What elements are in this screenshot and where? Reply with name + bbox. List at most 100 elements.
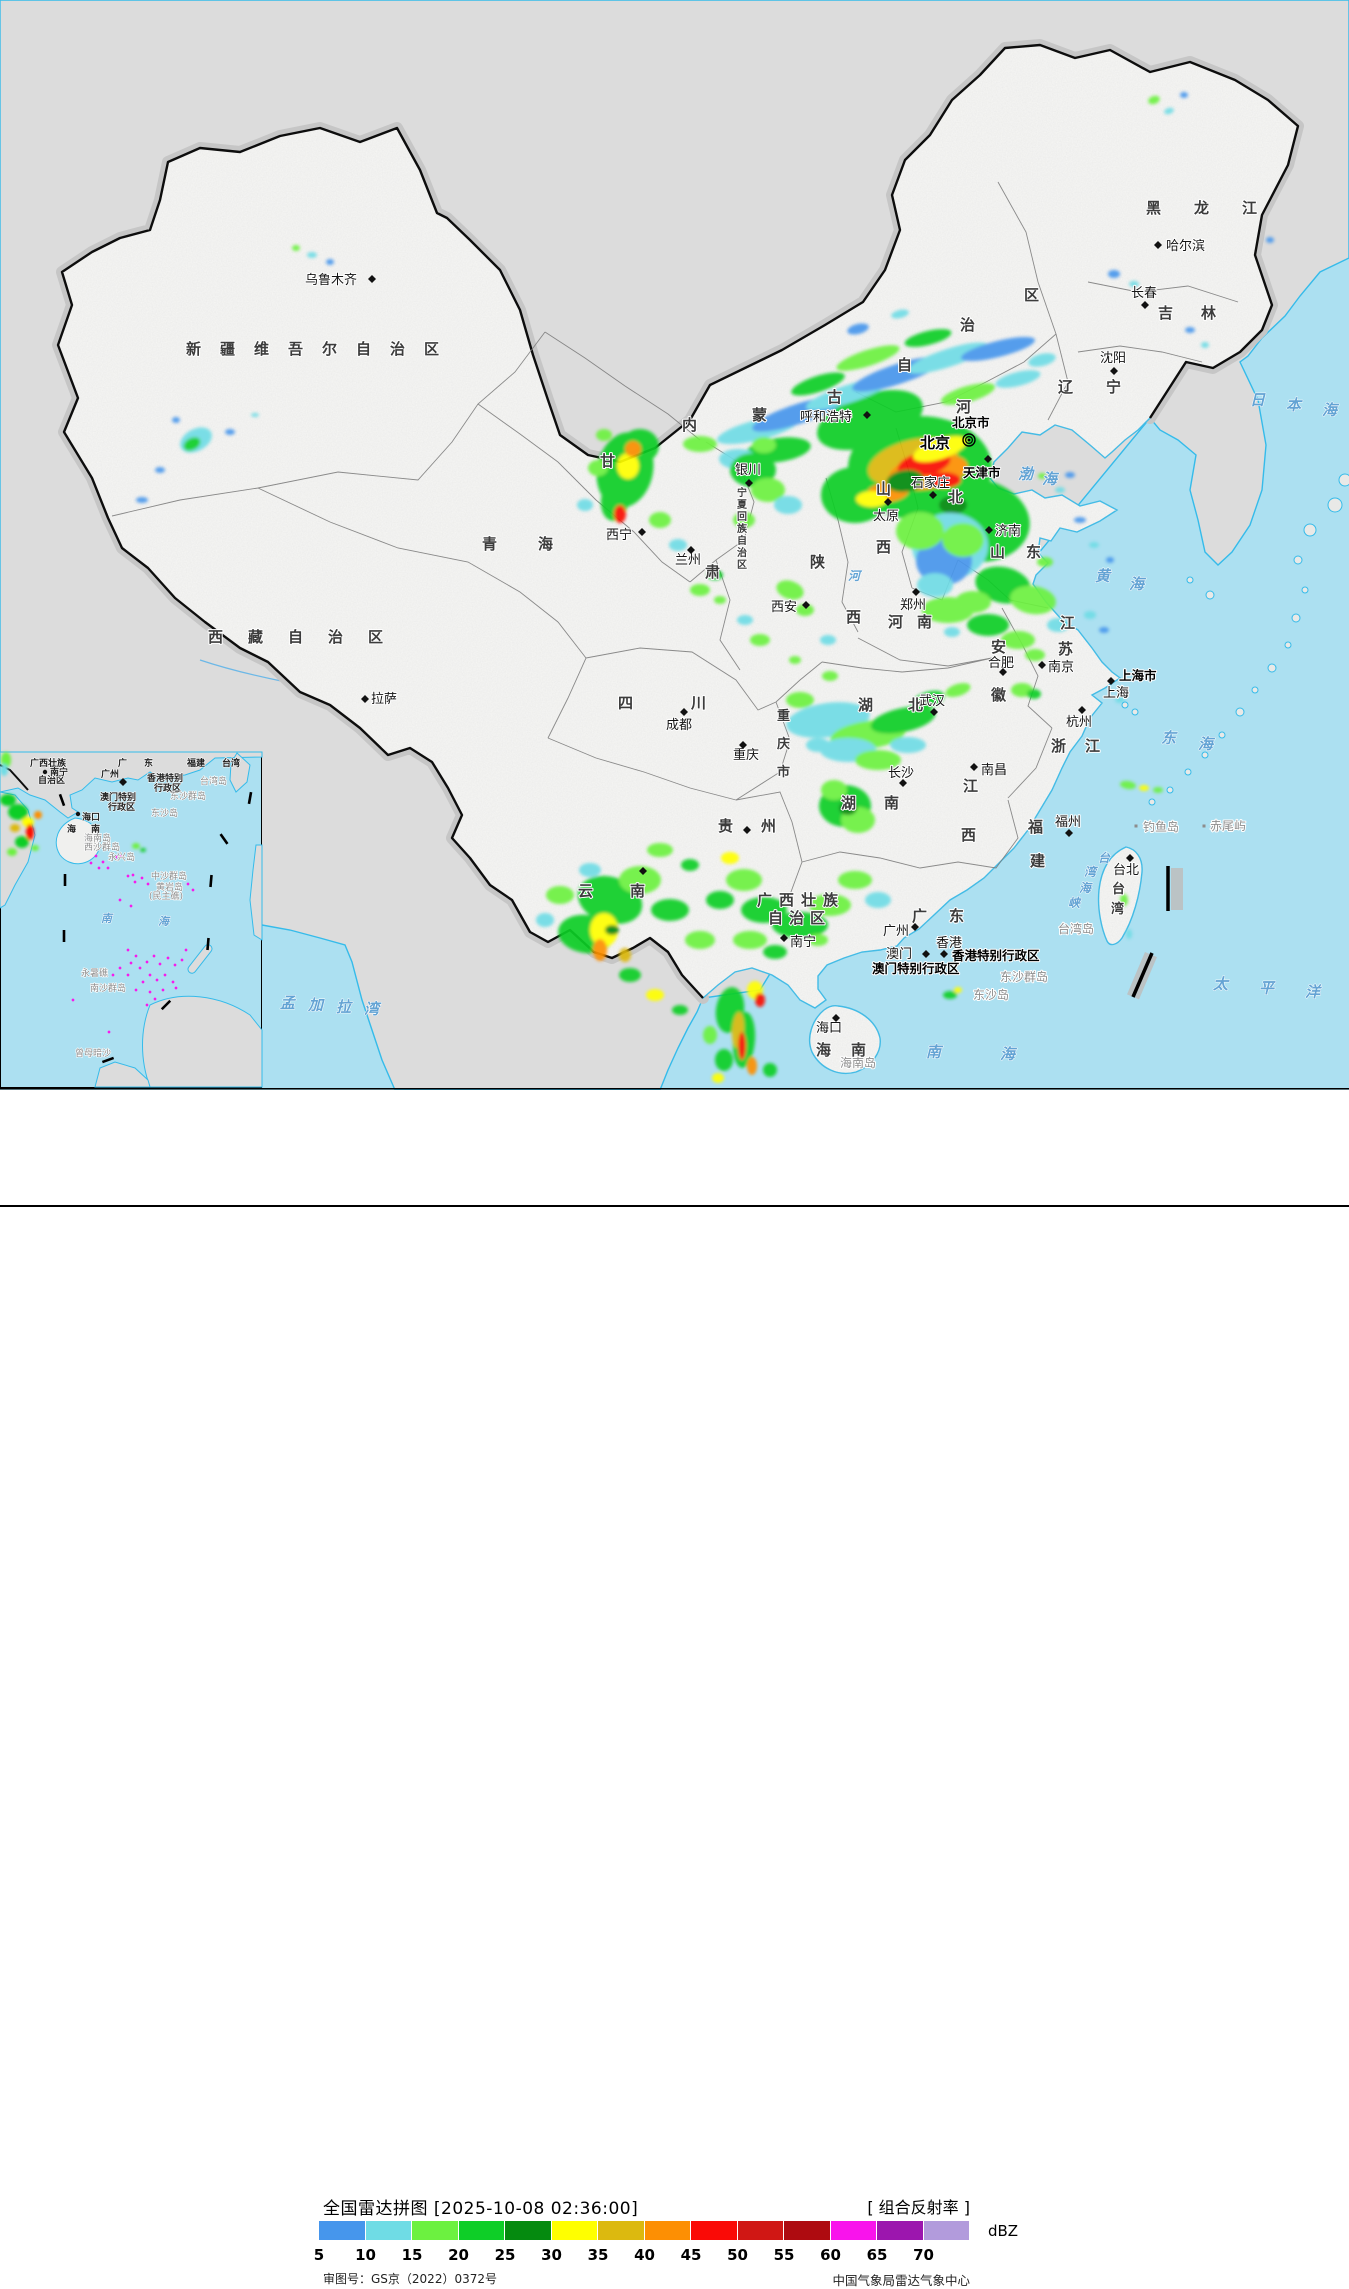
small-island xyxy=(1293,555,1303,565)
legend-tick-35: 35 xyxy=(587,2246,609,2264)
label-海南岛: 海南岛 xyxy=(840,1055,876,1070)
small-island xyxy=(1251,686,1259,694)
radar-echo xyxy=(752,437,776,453)
radar-echo xyxy=(847,323,869,335)
small-island xyxy=(1148,798,1156,806)
marker xyxy=(42,769,48,775)
radar-echo xyxy=(619,968,641,982)
radar-echo xyxy=(1120,894,1128,906)
radar-echo xyxy=(856,491,888,507)
inset-dash xyxy=(62,930,66,942)
label-武汉: 武汉 xyxy=(919,694,945,709)
label-台: 台 xyxy=(1112,881,1125,897)
marker xyxy=(1110,367,1118,375)
legend-swatch-25 xyxy=(505,2221,551,2240)
radar-echo xyxy=(943,991,957,999)
label-黄岩岛: 黄岩岛 xyxy=(156,881,183,893)
legend-tick-45: 45 xyxy=(680,2246,702,2264)
national-border xyxy=(56,43,1300,999)
label-南: 南 xyxy=(91,823,100,835)
radar-echo xyxy=(605,925,619,935)
legend-tick-50: 50 xyxy=(727,2246,748,2264)
label-河南: 河南 xyxy=(888,613,946,631)
radar-echo xyxy=(995,370,1041,388)
reef-dot xyxy=(89,861,93,865)
radar-echo xyxy=(546,886,574,904)
label-东沙群岛: 东沙群岛 xyxy=(170,790,206,802)
marker xyxy=(1107,677,1115,685)
reef-dot xyxy=(155,978,159,982)
label-青海: 青海 xyxy=(482,535,594,553)
boundary-dash xyxy=(1131,952,1154,998)
radar-echo xyxy=(1266,237,1274,243)
radar-echo xyxy=(1180,92,1188,98)
inset-dash xyxy=(63,874,67,886)
radar-echo xyxy=(808,934,828,946)
label-黑龙江: 黑龙江 xyxy=(1146,199,1290,217)
marker xyxy=(922,950,930,958)
marker xyxy=(912,588,920,596)
radar-echo xyxy=(741,897,787,923)
legend-tick-60: 60 xyxy=(820,2246,841,2264)
radar-echo xyxy=(715,1049,733,1071)
inset-dash xyxy=(209,874,213,888)
marker xyxy=(739,741,747,749)
small-island xyxy=(1186,576,1194,584)
label-济南: 济南 xyxy=(995,523,1021,539)
radar-echo xyxy=(31,845,39,851)
radar-echo xyxy=(721,852,739,864)
label-行政区: 行政区 xyxy=(107,801,135,813)
radar-echo xyxy=(1001,631,1035,649)
radar-echo xyxy=(945,683,971,697)
radar-echo xyxy=(619,866,661,894)
label-香港特别行政区: 香港特别行政区 xyxy=(951,948,1040,963)
label-东: 东 xyxy=(144,757,153,769)
legend-swatch-45 xyxy=(691,2221,737,2240)
marker xyxy=(984,455,992,463)
radar-echo xyxy=(737,615,753,625)
label-澳门: 澳门 xyxy=(886,946,912,962)
label-孟: 孟 xyxy=(280,994,297,1012)
radar-echo xyxy=(15,836,29,848)
radar-echo xyxy=(1027,689,1041,699)
label-哈尔滨: 哈尔滨 xyxy=(1166,238,1205,254)
reef-dot xyxy=(129,904,133,908)
radar-echo xyxy=(690,584,710,596)
radar-echo xyxy=(1139,785,1149,791)
radar-echo xyxy=(865,892,891,908)
radar-echo xyxy=(672,1005,688,1015)
radar-echo xyxy=(870,706,936,734)
radar-echo xyxy=(907,342,989,374)
radar-echo xyxy=(822,671,838,681)
label-北京市: 北京市 xyxy=(952,415,990,430)
label-夏: 夏 xyxy=(736,499,748,511)
radar-echo xyxy=(536,913,554,927)
label-山: 山 xyxy=(876,480,891,498)
radar-echo xyxy=(922,597,974,623)
label-东沙岛: 东沙岛 xyxy=(973,987,1009,1002)
radar-echo xyxy=(1153,787,1163,793)
label-上海市: 上海市 xyxy=(1119,668,1157,683)
radar-echo xyxy=(590,913,618,947)
reef-dot xyxy=(161,988,165,992)
label-蒙: 蒙 xyxy=(752,406,767,424)
radar-echo xyxy=(292,245,300,251)
marker xyxy=(962,433,976,447)
radar-echo xyxy=(839,801,857,815)
label-日: 日 xyxy=(1250,391,1266,409)
label-海: 海 xyxy=(1079,881,1093,895)
radar-echo xyxy=(954,987,962,993)
radar-echo xyxy=(890,737,926,753)
label-天津市: 天津市 xyxy=(963,465,1001,480)
label-福建: 福建 xyxy=(186,757,206,769)
label-渤: 渤 xyxy=(1018,465,1035,483)
label-西: 西 xyxy=(846,608,861,626)
radar-echo xyxy=(647,843,673,857)
label-台: 台 xyxy=(1098,851,1111,865)
label-吉林: 吉林 xyxy=(1158,304,1244,322)
marker xyxy=(1202,824,1206,828)
label-银川: 银川 xyxy=(735,463,761,478)
radar-echo xyxy=(820,635,836,645)
label-区: 区 xyxy=(1024,286,1039,304)
legend-tick-40: 40 xyxy=(634,2246,655,2264)
